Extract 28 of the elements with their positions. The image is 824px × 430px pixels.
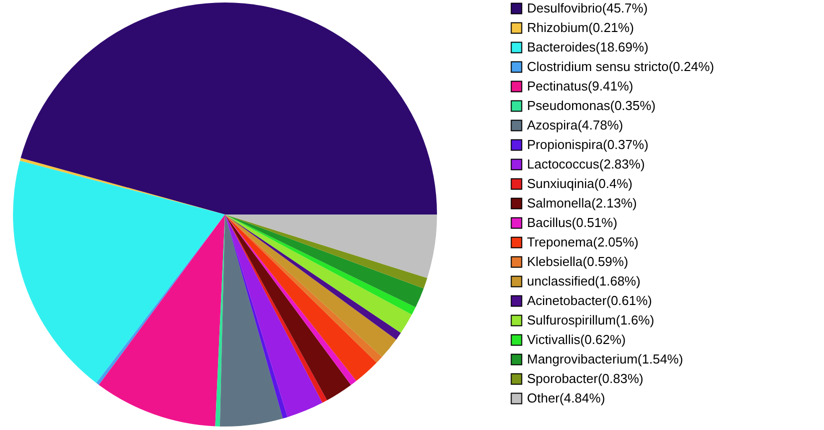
- legend-label: Pseudomonas(0.35%): [527, 98, 656, 113]
- pie-slice: [225, 214, 428, 288]
- legend-label: Salmonella(2.13%): [527, 196, 637, 210]
- pie-slice: [13, 160, 225, 383]
- legend-label: Sporobacter(0.83%): [527, 371, 644, 386]
- legend-label: Bacteroides(18.69%): [527, 40, 648, 54]
- pie-slice: [220, 214, 283, 426]
- pie-slice: [20, 158, 225, 214]
- legend-label: Victivallis(0.62%): [527, 332, 626, 347]
- legend-label: Treponema(2.05%): [527, 234, 639, 250]
- legend-label: Sunxiuqinia(0.4%): [527, 176, 633, 191]
- legend-label: Azospira(4.78%): [527, 118, 624, 132]
- legend-label: Other(4.84%): [527, 390, 606, 406]
- legend-label: Pectinatus(9.41%): [527, 78, 634, 94]
- legend-label: Bacillus(0.51%): [527, 215, 618, 230]
- legend-label: unclassified(1.68%): [527, 274, 640, 288]
- legend-label: Rhizobium(0.21%): [527, 20, 634, 35]
- pie-slice: [20, 2, 437, 214]
- pie-slice: [98, 214, 225, 426]
- legend-label: Sulfurospirillum(1.6%): [527, 312, 654, 328]
- legend-label: Lactococcus(2.83%): [527, 156, 645, 172]
- legend-label: Klebsiella(0.59%): [527, 254, 628, 269]
- legend-label: Mangrovibacterium(1.54%): [527, 352, 684, 366]
- legend-label: Clostridium sensu stricto(0.24%): [527, 59, 714, 74]
- pie-slice: [225, 214, 437, 278]
- legend-label: Desulfovibrio(45.7%): [527, 0, 648, 16]
- legend-label: Propionispira(0.37%): [527, 137, 648, 152]
- legend-label: Acinetobacter(0.61%): [527, 293, 652, 308]
